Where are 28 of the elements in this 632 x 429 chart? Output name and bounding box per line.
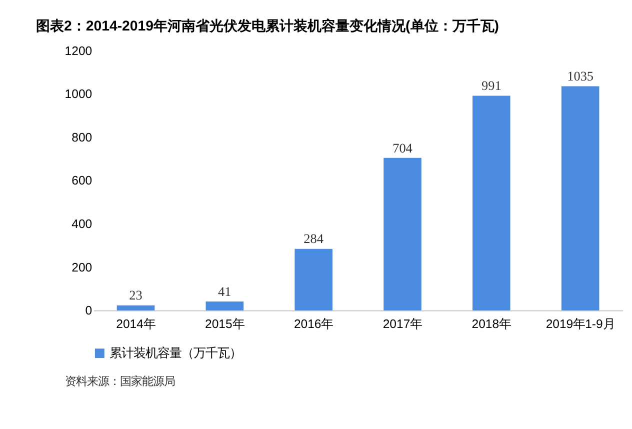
y-tick-label: 400	[72, 216, 92, 231]
y-tick-label: 1000	[64, 87, 92, 102]
bar	[472, 96, 510, 310]
x-tick-label: 2014年	[116, 316, 156, 331]
data-label: 991	[481, 78, 502, 94]
bar	[206, 301, 244, 310]
data-label: 704	[392, 140, 413, 156]
y-tick-label: 1200	[64, 44, 92, 58]
x-tick-label: 2015年	[205, 316, 244, 331]
y-tick-label: 0	[85, 304, 92, 318]
bar	[561, 86, 600, 310]
data-label: 1035	[567, 68, 594, 84]
x-tick-label: 2019年1-9月	[546, 316, 615, 331]
bar	[294, 248, 332, 310]
bar	[116, 305, 155, 310]
data-label: 23	[129, 288, 143, 303]
data-label: 41	[218, 284, 232, 299]
y-tick-label: 600	[72, 174, 92, 188]
data-label: 284	[304, 231, 324, 246]
legend-label: 累计装机容量（万千瓦）	[110, 346, 242, 360]
y-tick-label: 200	[72, 260, 92, 274]
y-tick-label: 800	[72, 130, 92, 144]
x-tick-label: 2018年	[472, 316, 512, 331]
chart-title: 图表2：2014-2019年河南省光伏发电累计装机容量变化情况(单位：万千瓦)	[36, 18, 500, 35]
text: 资料来源：国家能源局	[65, 374, 176, 388]
x-tick-label: 2017年	[382, 316, 422, 331]
x-tick-label: 2016年	[294, 316, 334, 331]
bar	[384, 158, 422, 310]
